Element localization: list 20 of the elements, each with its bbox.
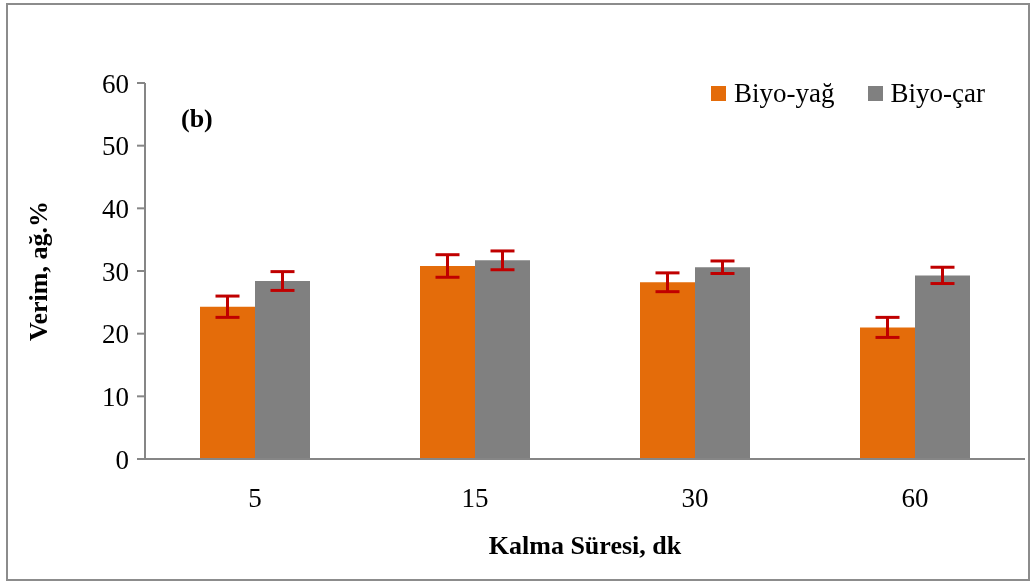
- bar: [640, 282, 695, 459]
- y-tick-label: 30: [102, 256, 129, 287]
- x-axis-title: Kalma Süresi, dk: [488, 530, 682, 560]
- annotation: (b): [181, 104, 213, 134]
- bar: [420, 265, 475, 459]
- x-tick-label: 30: [681, 483, 709, 514]
- y-tick-label: 40: [102, 193, 129, 224]
- legend-label: Biyo-çar: [890, 78, 985, 109]
- y-tick-label: 0: [115, 444, 129, 475]
- x-tick-label: 5: [248, 483, 262, 514]
- x-tick-label: 60: [901, 483, 929, 514]
- y-tick-label: 20: [102, 319, 129, 350]
- x-tick-label: 15: [461, 483, 489, 514]
- y-tick-label: 50: [102, 131, 129, 162]
- bar: [200, 306, 255, 459]
- bar: [860, 327, 915, 459]
- y-tick-label: 60: [102, 68, 129, 99]
- y-axis-title: Verim, ağ.%: [23, 201, 53, 341]
- legend-label: Biyo-yağ: [734, 78, 835, 109]
- y-tick-label: 10: [102, 381, 129, 412]
